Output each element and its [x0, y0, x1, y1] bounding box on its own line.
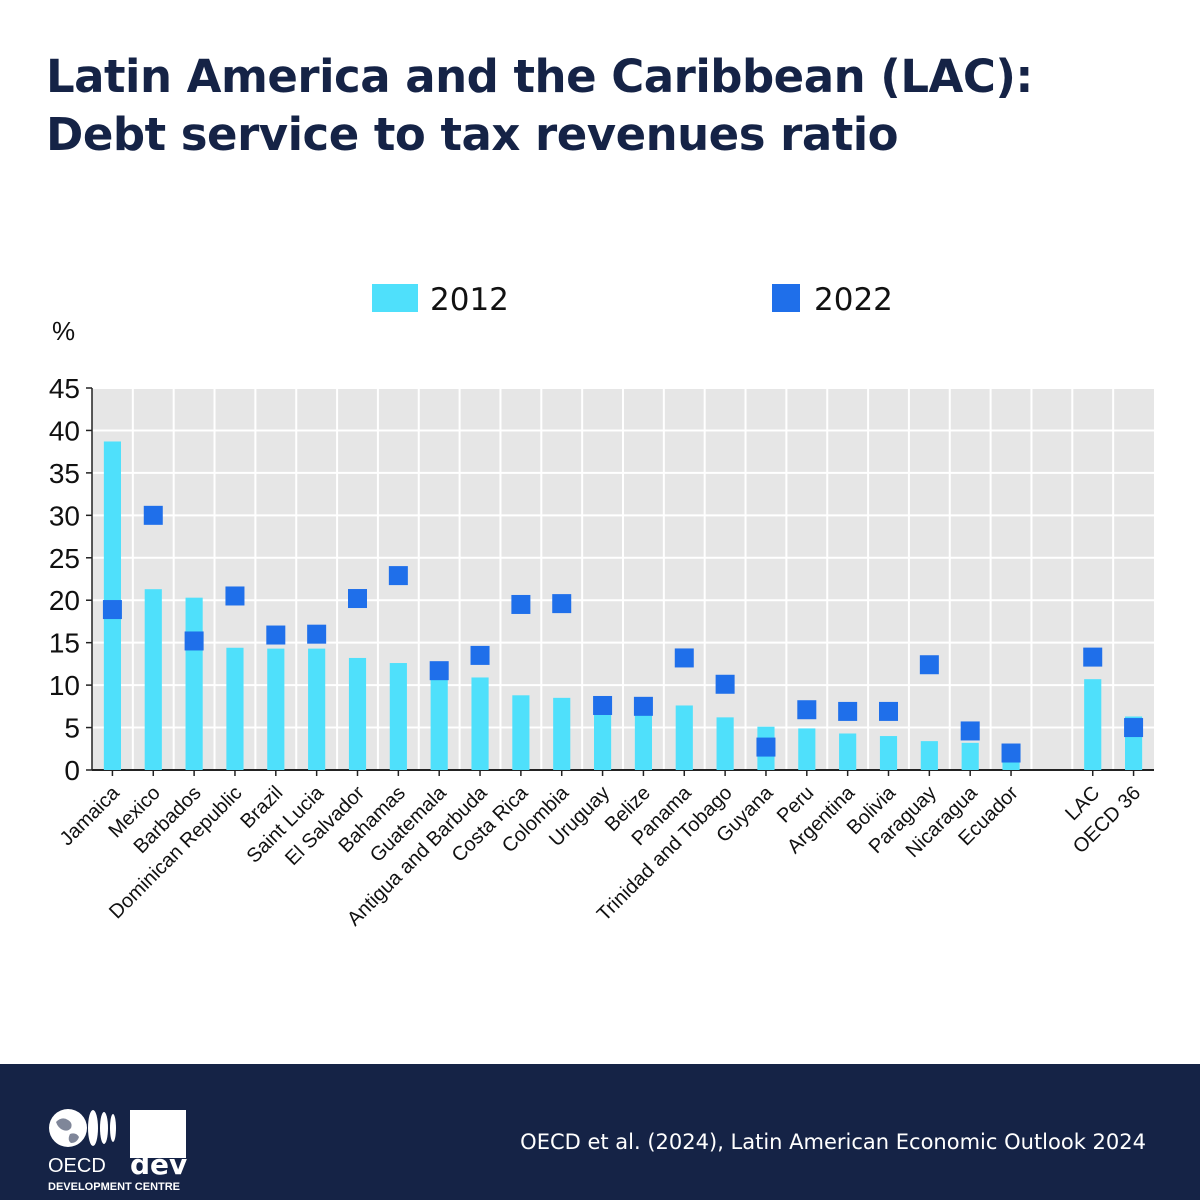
- y-tick-label: 5: [64, 713, 80, 744]
- oecd-development-centre-logo: OECD dev DEVELOPMENT CENTRE: [48, 1109, 187, 1193]
- marker-2022: [1001, 743, 1021, 763]
- marker-2022: [633, 696, 653, 716]
- chart-title-line-1: Latin America and the Caribbean (LAC):: [46, 50, 1033, 103]
- marker-2022: [838, 701, 858, 721]
- bar-2012: [961, 742, 979, 770]
- bar-2012: [1084, 679, 1102, 770]
- marker-2022: [348, 589, 367, 609]
- marker-2022: [756, 737, 776, 757]
- bar-2012: [185, 597, 203, 770]
- y-tick-label: 45: [49, 373, 80, 404]
- bar-2012: [634, 712, 653, 770]
- y-tick-label: 0: [64, 755, 80, 786]
- y-axis-label: %: [52, 316, 75, 346]
- marker-2022: [429, 661, 449, 681]
- marker-2022: [715, 674, 735, 694]
- bar-2012: [1002, 761, 1020, 770]
- bar-2012: [267, 648, 285, 770]
- marker-2022: [1083, 647, 1103, 667]
- chart-title: Latin America and the Caribbean (LAC): D…: [46, 48, 1166, 164]
- bar-2012: [471, 677, 489, 770]
- bar-2012: [716, 717, 734, 770]
- marker-2022: [674, 648, 694, 668]
- bar-2012: [675, 705, 693, 770]
- marker-2022: [266, 625, 286, 645]
- marker-2022: [307, 624, 327, 644]
- y-tick-label: 40: [49, 415, 80, 446]
- marker-2022: [593, 695, 613, 715]
- y-tick-label: 25: [49, 543, 80, 574]
- bar-2012: [839, 733, 857, 770]
- bar-2012: [430, 678, 448, 770]
- marker-2022: [960, 721, 980, 741]
- bar-2012: [920, 741, 938, 770]
- y-tick-label: 20: [49, 585, 80, 616]
- marker-2022: [797, 700, 817, 720]
- logo-centre-text: DEVELOPMENT CENTRE: [48, 1181, 180, 1193]
- logo-dev-text: dev: [130, 1148, 187, 1181]
- y-tick-label: 10: [49, 670, 80, 701]
- logo-oecd-text: OECD: [48, 1155, 106, 1177]
- y-tick-label: 35: [49, 458, 80, 489]
- bar-2012: [389, 663, 407, 770]
- marker-2022: [470, 645, 490, 665]
- bar-2012: [879, 736, 898, 770]
- legend-swatch-2022: [772, 284, 800, 312]
- marker-2022: [879, 701, 898, 721]
- legend-swatch-2012: [372, 284, 418, 312]
- marker-2022: [102, 600, 122, 620]
- bar-2012: [512, 695, 530, 770]
- bar-2012: [798, 728, 816, 770]
- y-tick-label: 30: [49, 500, 80, 531]
- bar-2012: [593, 712, 612, 770]
- chart-title-line-2: Debt service to tax revenues ratio: [46, 108, 899, 161]
- source-note: OECD et al. (2024), Latin American Econo…: [520, 1130, 1146, 1154]
- marker-2022: [511, 594, 531, 614]
- bar-2012: [308, 648, 326, 770]
- marker-2022: [225, 586, 245, 606]
- y-tick-label: 15: [49, 628, 80, 659]
- bar-2012: [226, 647, 244, 770]
- marker-2022: [184, 631, 204, 651]
- legend-label: 2012: [430, 282, 509, 318]
- legend-label: 2022: [814, 282, 893, 318]
- footer: OECD dev DEVELOPMENT CENTRE OECD et al. …: [0, 1064, 1200, 1200]
- chart: 051015202530354045%JamaicaMexicoBarbados…: [49, 282, 1154, 930]
- bar-2012: [144, 589, 162, 770]
- marker-2022: [1124, 718, 1144, 738]
- bar-2012: [553, 697, 571, 770]
- marker-2022: [552, 594, 572, 614]
- marker-2022: [919, 655, 939, 675]
- bar-2012: [348, 657, 367, 770]
- marker-2022: [143, 505, 163, 525]
- marker-2022: [388, 566, 408, 586]
